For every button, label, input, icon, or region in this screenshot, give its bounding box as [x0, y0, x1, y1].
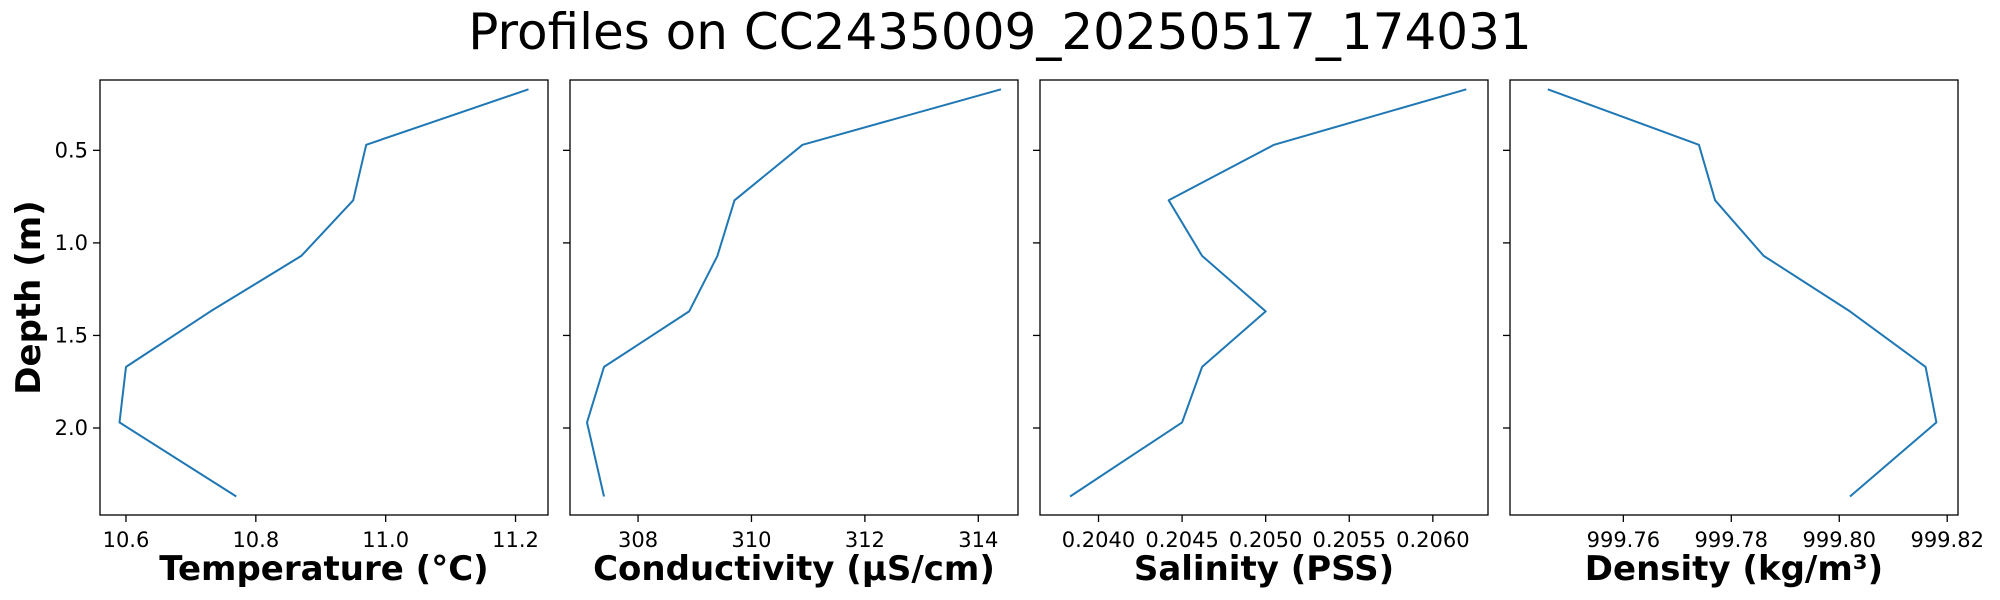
x-tick-label-3-2: 0.2045	[1145, 528, 1218, 552]
y-tick-label-3: 1.5	[55, 323, 88, 347]
plot-frame-3	[1039, 79, 1489, 516]
series-line-3	[1069, 88, 1467, 498]
x-tick-label-1-2: 10.8	[232, 528, 279, 552]
plot-frame-1	[99, 79, 549, 516]
x-tick-label-3-5: 0.2060	[1396, 528, 1469, 552]
x-tick-label-2-2: 310	[731, 528, 771, 552]
x-tick-label-4-1: 999.76	[1587, 528, 1660, 552]
x-tick-label-1-4: 11.2	[492, 528, 539, 552]
y-tick-label-1: 0.5	[55, 138, 88, 162]
x-tick-label-1-3: 11.0	[362, 528, 409, 552]
x-tick-label-4-4: 999.82	[1910, 528, 1983, 552]
x-tick-label-2-1: 308	[618, 528, 658, 552]
x-tick-label-1-1: 10.6	[103, 528, 150, 552]
x-tick-label-3-3: 0.2050	[1229, 528, 1302, 552]
x-axis-label-1: Temperature (°C)	[159, 549, 488, 589]
x-tick-label-2-4: 314	[958, 528, 998, 552]
x-tick-label-4-3: 999.80	[1803, 528, 1876, 552]
x-tick-label-4-2: 999.78	[1695, 528, 1768, 552]
series-line-4	[1547, 88, 1938, 498]
x-tick-label-2-3: 312	[845, 528, 885, 552]
x-axis-label-2: Conductivity (µS/cm)	[593, 549, 995, 589]
x-axis-label-4: Density (kg/m³)	[1585, 549, 1883, 589]
subplot-1: 10.6 10.8 11.0 11.2 0.5 1.0 1.5 2.0 Temperature …	[55, 79, 549, 589]
x-axis-label-3: Salinity (PSS)	[1134, 549, 1394, 589]
subplot-group: 10.6 10.8 11.0 11.2 0.5 1.0 1.5 2.0 Temperature …	[55, 79, 1984, 589]
plot-frame-2	[569, 79, 1019, 516]
y-tick-label-2: 1.0	[55, 231, 88, 255]
chart-title: Profiles on CC2435009_20250517_174031	[468, 3, 1532, 61]
subplot-4: 999.76 999.78 999.80 999.82 Density (kg/m³)	[1503, 79, 1984, 589]
y-tick-label-4: 2.0	[55, 416, 88, 440]
x-tick-label-3-4: 0.2055	[1313, 528, 1386, 552]
series-line-1	[118, 88, 529, 498]
plot-frame-4	[1509, 79, 1959, 516]
series-line-2	[586, 88, 1002, 497]
x-tick-label-3-1: 0.2040	[1062, 528, 1135, 552]
y-axis-label: Depth (m)	[9, 200, 49, 394]
